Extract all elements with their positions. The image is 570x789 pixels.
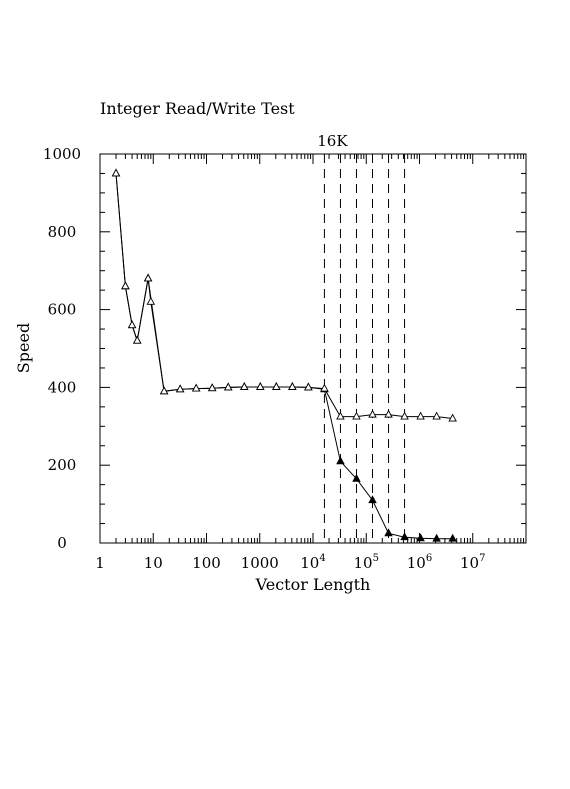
series-layer xyxy=(111,168,457,542)
series-2-point xyxy=(111,168,121,177)
series-2-point xyxy=(384,409,393,418)
plot-frame xyxy=(99,153,527,544)
series-2-point xyxy=(175,384,185,393)
y-tick-label: 400 xyxy=(48,378,77,396)
series-2-point xyxy=(223,382,233,391)
x-tick-labels: 1 10 100 1000 104 105 106 107 xyxy=(95,553,485,572)
series-2-point xyxy=(143,273,153,282)
x-tick-label: 106 xyxy=(407,553,432,572)
y-tick-label: 200 xyxy=(48,456,77,474)
x-tick-label: 10 xyxy=(144,554,163,572)
series-2-point xyxy=(320,383,329,392)
series-1-point xyxy=(352,473,361,482)
x-tick-label: 100 xyxy=(192,554,221,572)
series-2-point xyxy=(368,409,377,418)
series-2-point xyxy=(256,382,265,390)
series-2-point xyxy=(121,281,130,290)
series-2-point xyxy=(132,335,142,344)
series-1-point xyxy=(432,533,441,542)
y-axis-label: Speed xyxy=(14,323,33,373)
y-tick-label: 800 xyxy=(48,223,77,241)
y-tick-labels: 0 200 400 600 800 1000 xyxy=(43,145,81,552)
x-tick-label: 104 xyxy=(300,553,325,572)
x-tick-label: 1 xyxy=(95,554,105,572)
series-2-point xyxy=(272,382,281,390)
x-axis-label: Vector Length xyxy=(255,575,371,594)
series-2-line xyxy=(115,173,453,419)
series-1-point xyxy=(400,532,409,541)
series-1-point xyxy=(336,456,345,465)
series-2-point xyxy=(146,296,156,305)
annotation-16k: 16K xyxy=(317,132,348,150)
chart-title: Integer Read/Write Test xyxy=(100,99,295,118)
series-2-point xyxy=(288,382,297,390)
x-tick-label: 107 xyxy=(460,553,485,572)
series-2-point xyxy=(207,383,217,392)
series-2-point xyxy=(159,386,169,395)
series-1-point xyxy=(384,528,393,537)
series-2-point xyxy=(127,320,137,329)
series-2-point xyxy=(336,411,345,420)
series-2-point xyxy=(448,413,457,422)
series-1-point xyxy=(368,495,377,504)
series-1-line xyxy=(115,173,453,540)
y-tick-label: 0 xyxy=(57,534,67,552)
series-2-point xyxy=(191,383,201,392)
x-tick-label: 105 xyxy=(354,553,379,572)
series-2-point xyxy=(240,382,249,390)
series-2-point xyxy=(416,411,425,420)
series-2-point xyxy=(400,411,409,420)
series-2-point xyxy=(352,411,361,420)
series-2-point xyxy=(304,382,313,391)
series-1-point xyxy=(416,533,425,542)
x-tick-label: 1000 xyxy=(241,554,279,572)
y-tick-label: 600 xyxy=(48,301,77,319)
series-1-point xyxy=(448,533,457,542)
series-2-point xyxy=(432,411,441,420)
y-tick-label: 1000 xyxy=(43,145,81,163)
vertical-markers xyxy=(323,154,406,543)
axis-ticks xyxy=(99,153,526,544)
